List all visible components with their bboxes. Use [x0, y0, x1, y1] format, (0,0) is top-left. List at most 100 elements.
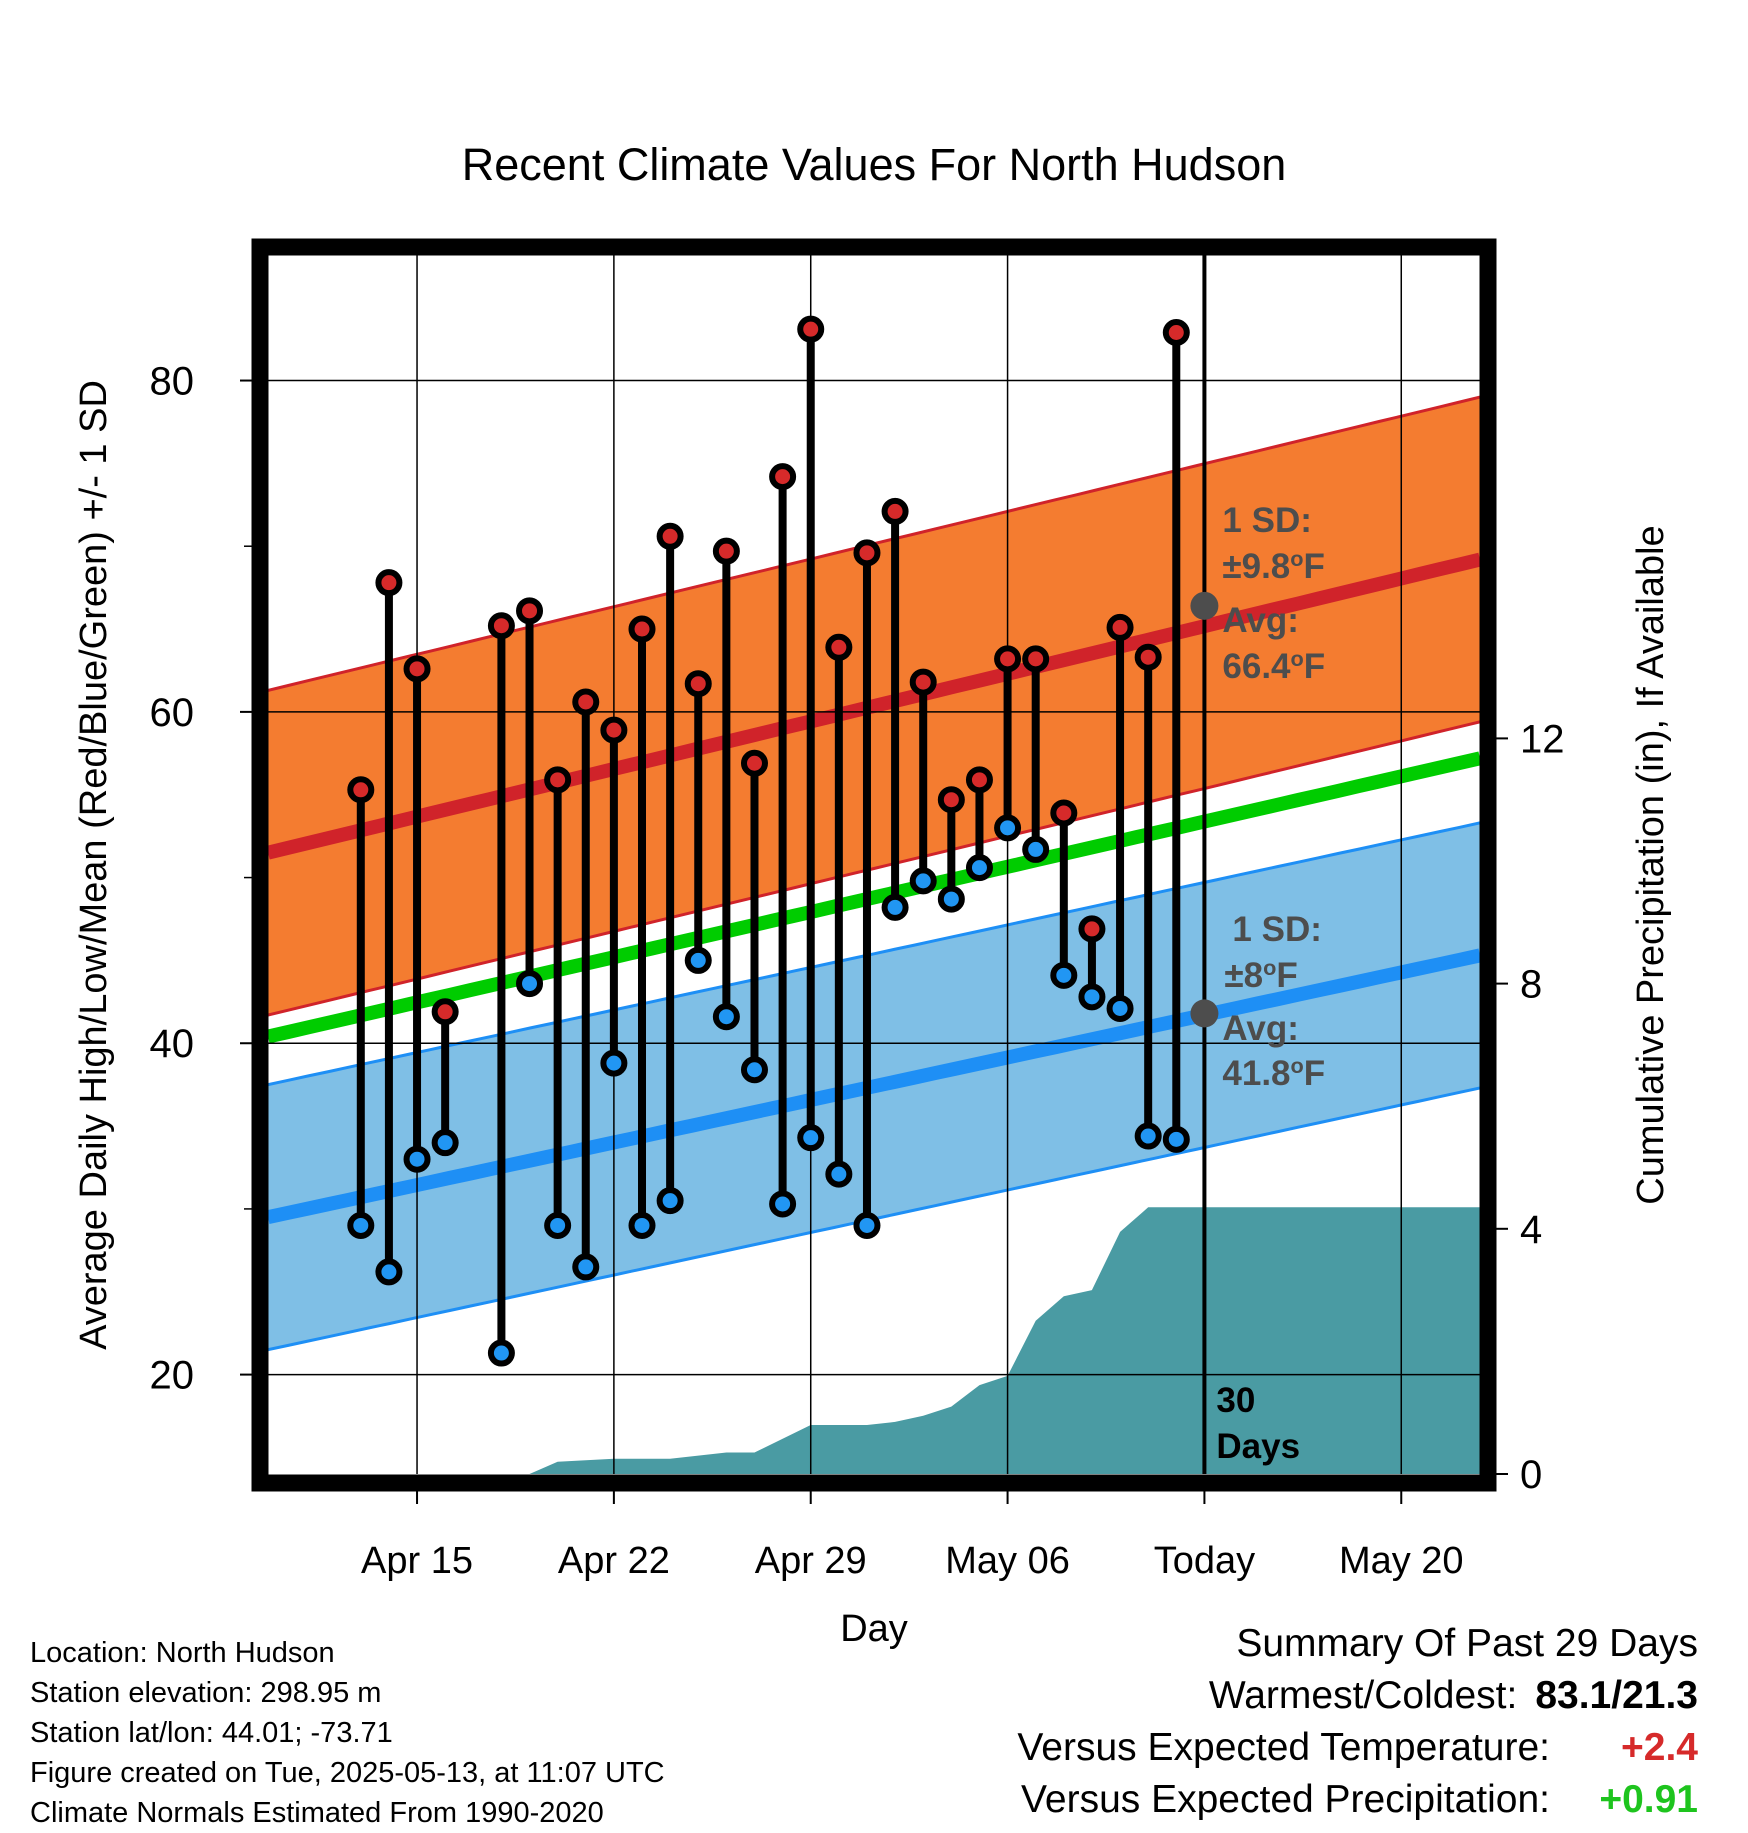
days-word-label: Days: [1216, 1427, 1300, 1466]
low-point: [881, 893, 909, 921]
y-left-tick-label-2: 60: [150, 691, 195, 735]
y-axis-label-left: Average Daily High/Low/Mean (Red/Blue/Gr…: [73, 380, 115, 1350]
high-point: [572, 688, 600, 716]
low-point: [600, 1049, 628, 1077]
normals-text: Climate Normals Estimated From 1990-2020: [30, 1797, 604, 1829]
low-point: [825, 1160, 853, 1188]
high-sd-band-lower-edge: [268, 720, 1480, 1017]
x-tick-label-2: Apr 29: [755, 1540, 867, 1582]
precip-value: +0.91: [1599, 1778, 1698, 1821]
today-low-avg-marker: [1190, 999, 1219, 1028]
high-point: [1134, 643, 1162, 671]
high-point: [1162, 318, 1190, 346]
temp-value: +2.4: [1621, 1726, 1698, 1769]
low-point: [347, 1211, 375, 1239]
summary-title: Summary Of Past 29 Days: [1236, 1622, 1698, 1665]
high-point: [965, 766, 993, 794]
low-point: [1078, 983, 1106, 1011]
high-point: [628, 615, 656, 643]
high-point: [712, 537, 740, 565]
days-count-label: 30: [1216, 1381, 1255, 1420]
warm-cold-value: 83.1/21.3: [1535, 1674, 1698, 1717]
high-point: [347, 776, 375, 804]
today-high-avg-marker: [1190, 591, 1219, 620]
low-point: [656, 1187, 684, 1215]
warm-cold-label: Warmest/Coldest:: [1208, 1674, 1518, 1717]
high-point: [881, 497, 909, 525]
high-point: [740, 749, 768, 777]
low-point: [937, 885, 965, 913]
axes: Apr 15 Apr 22 Apr 29 May 06 Today May 2020406…: [150, 360, 1565, 1582]
low-point: [403, 1145, 431, 1173]
low-point: [853, 1211, 881, 1239]
location-text: Location: North Hudson: [30, 1637, 335, 1669]
high-point: [544, 766, 572, 794]
latlon-text: Station lat/lon: 44.01; -73.71: [30, 1717, 393, 1749]
low-point: [628, 1211, 656, 1239]
high-point: [937, 786, 965, 814]
high-sd-label: 1 SD:: [1222, 501, 1311, 540]
low-point: [1134, 1122, 1162, 1150]
high-point: [1050, 799, 1078, 827]
y-right-tick-label-3: 12: [1520, 717, 1565, 761]
y-right-tick-label-1: 4: [1520, 1208, 1542, 1252]
annotations: 1 SD: ±9.8oF Avg: 66.4oF 1 SD: ±8oF Avg: 41.8oF…: [1190, 501, 1325, 1466]
observed-values: [347, 248, 1207, 1474]
low-point: [516, 970, 544, 998]
high-point: [600, 716, 628, 744]
x-tick-label-5: May 20: [1339, 1540, 1464, 1582]
high-normal-line: [268, 552, 1480, 860]
high-point: [403, 655, 431, 683]
low-point: [797, 1124, 825, 1152]
low-point: [375, 1258, 403, 1286]
high-point: [487, 612, 515, 640]
low-point: [769, 1190, 797, 1218]
high-point: [684, 670, 712, 698]
summary-precip: Versus Expected Precipitation: +0.91: [1017, 1774, 1698, 1826]
low-normal-line: [268, 948, 1480, 1225]
plot-frame: [251, 238, 1497, 1492]
x-tick-label-0: Apr 15: [361, 1540, 473, 1582]
high-point: [909, 668, 937, 696]
high-point: [825, 633, 853, 661]
low-avg-label: Avg:: [1222, 1009, 1298, 1048]
y-right-tick-label-2: 8: [1520, 963, 1542, 1007]
y-left-tick-label-3: 80: [150, 360, 195, 404]
high-point: [1078, 915, 1106, 943]
temp-label: Versus Expected Temperature:: [1017, 1726, 1550, 1769]
high-avg-label: Avg:: [1222, 601, 1298, 640]
low-point: [431, 1129, 459, 1157]
low-sd-band-upper-edge: [268, 821, 1480, 1087]
low-point: [544, 1211, 572, 1239]
high-point: [516, 597, 544, 625]
elevation-text: Station elevation: 298.95 m: [30, 1677, 382, 1709]
high-sd-value: ±9.8oF: [1222, 546, 1325, 587]
high-point: [853, 539, 881, 567]
y-left-tick-label-1: 40: [150, 1022, 195, 1066]
x-tick-label-4: Today: [1154, 1540, 1255, 1582]
high-avg-value: 66.4oF: [1222, 646, 1325, 687]
low-point: [1050, 961, 1078, 989]
low-point: [1162, 1125, 1190, 1153]
high-point: [797, 315, 825, 343]
high-point: [1106, 613, 1134, 641]
precip-label: Versus Expected Precipitation:: [1021, 1778, 1550, 1821]
chart-title: Recent Climate Values For North Hudson: [462, 139, 1287, 190]
summary-panel: Summary Of Past 29 Days Warmest/Coldest:…: [1017, 1618, 1698, 1826]
high-point: [375, 569, 403, 597]
summary-warm-cold: Warmest/Coldest: 83.1/21.3: [1017, 1670, 1698, 1722]
x-axis-label: Day: [840, 1608, 908, 1650]
y-right-tick-label-0: 0: [1520, 1453, 1542, 1497]
precip-area: [360, 1207, 1480, 1474]
low-point: [684, 946, 712, 974]
low-point: [740, 1056, 768, 1084]
summary-temp: Versus Expected Temperature: +2.4: [1017, 1722, 1698, 1774]
mean-normal-line: [268, 751, 1480, 1044]
created-text: Figure created on Tue, 2025-05-13, at 11…: [30, 1757, 665, 1789]
x-tick-label-1: Apr 22: [558, 1540, 670, 1582]
low-point: [1022, 835, 1050, 863]
x-tick-label-3: May 06: [945, 1540, 1070, 1582]
low-sd-value: ±8oF: [1224, 955, 1297, 996]
high-point: [1022, 645, 1050, 673]
